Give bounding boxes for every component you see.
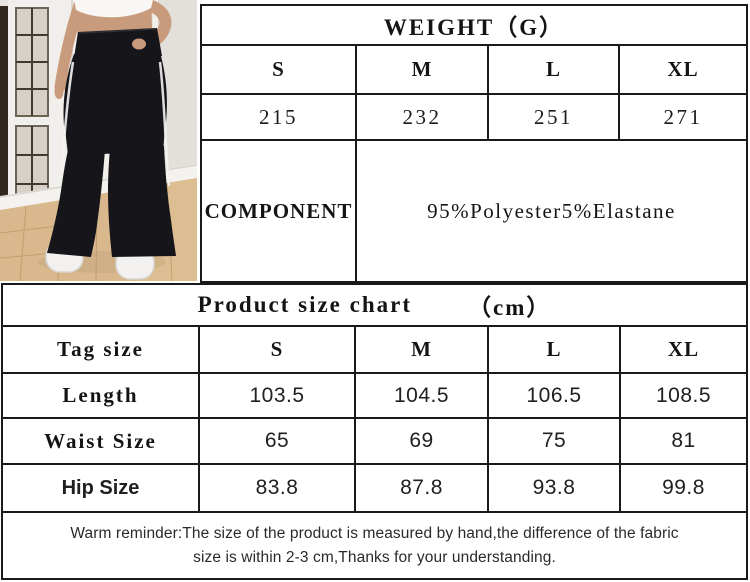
- size-chart-unit: （cm）: [468, 295, 552, 320]
- column-header-m: M: [356, 327, 489, 374]
- hip-l: 93.8: [489, 465, 621, 511]
- reminder-line-2: size is within 2-3 cm,Thanks for your un…: [193, 548, 556, 566]
- waist-xl: 81: [621, 419, 746, 465]
- model-left-arm: [54, 0, 85, 93]
- model-hand: [132, 38, 146, 50]
- product-photo: [0, 0, 197, 281]
- hip-s: 83.8: [200, 465, 356, 511]
- model-pants: [47, 28, 176, 257]
- length-m: 104.5: [356, 374, 489, 419]
- length-xl: 108.5: [621, 374, 746, 419]
- row-label-hip-size: Hip Size: [3, 465, 200, 511]
- model-crop-top: [74, 0, 153, 18]
- model: [45, 0, 176, 280]
- hip-xl: 99.8: [662, 476, 705, 499]
- glass-pane: [15, 7, 49, 215]
- length-l: 106.5: [489, 374, 621, 419]
- column-header-tag-size: Tag size: [3, 327, 200, 374]
- weight-size-header-s: S: [202, 46, 357, 95]
- size-chart-title-text: Product size chart: [197, 292, 413, 317]
- component-value: 95%Polyester5%Elastane: [427, 198, 676, 223]
- weight-size-header-m: M: [357, 46, 489, 95]
- weight-size-header-xl: XL: [620, 46, 746, 95]
- column-header-l: L: [489, 327, 621, 374]
- size-chart-title: Product size chart （cm）: [3, 285, 746, 327]
- row-label-waist-size: Waist Size: [3, 419, 200, 465]
- component-label: COMPONENT: [202, 141, 357, 281]
- product-size-chart: Product size chart （cm） Tag size S M L X…: [1, 283, 748, 513]
- pants-side-stripes: [59, 61, 171, 187]
- hip-m: 87.8: [356, 465, 489, 511]
- weight-value-xl: 271: [620, 95, 746, 141]
- weight-table-title: WEIGHT（G）: [202, 6, 746, 46]
- weight-value-l: 251: [489, 95, 620, 141]
- weight-table: WEIGHT（G） S M L XL 215 232 251 271 COMPO…: [200, 4, 748, 283]
- length-s: 103.5: [200, 374, 356, 419]
- waist-s: 65: [200, 419, 356, 465]
- warm-reminder: Warm reminder:The size of the product is…: [1, 513, 748, 580]
- waist-m: 69: [356, 419, 489, 465]
- row-label-length: Length: [3, 374, 200, 419]
- waist-l: 75: [489, 419, 621, 465]
- column-header-xl: XL: [621, 327, 746, 374]
- weight-value-m: 232: [357, 95, 489, 141]
- column-header-s: S: [200, 327, 356, 374]
- door-frame: [0, 6, 8, 234]
- reminder-line-1: Warm reminder:The size of the product is…: [70, 525, 679, 543]
- weight-value-s: 215: [202, 95, 357, 141]
- weight-size-header-l: L: [489, 46, 620, 95]
